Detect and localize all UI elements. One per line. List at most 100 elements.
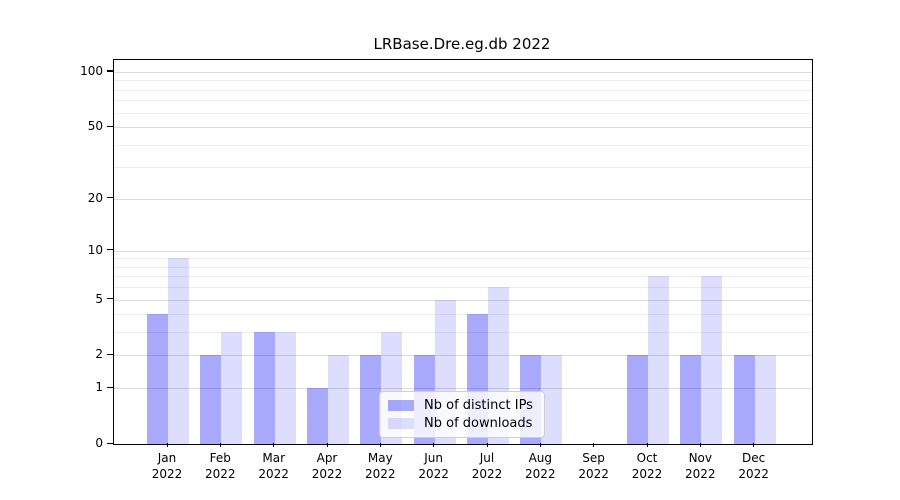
x-tick-month: Jul bbox=[479, 451, 495, 465]
y-tick-mark bbox=[107, 197, 113, 199]
y-tick-label: 50 bbox=[87, 119, 103, 133]
x-tick-mark bbox=[166, 443, 168, 447]
y-tick-mark bbox=[107, 249, 113, 251]
y-tick-mark bbox=[107, 386, 113, 388]
bar-downloads bbox=[328, 355, 349, 444]
y-tick-label: 5 bbox=[95, 291, 103, 306]
minor-gridline bbox=[114, 332, 812, 334]
legend-swatch-distinct-ips bbox=[388, 400, 414, 411]
x-tick-label: Aug 2022 bbox=[508, 451, 572, 482]
minor-gridline bbox=[114, 314, 812, 316]
x-tick-mark bbox=[539, 443, 541, 447]
x-tick-month: Nov bbox=[688, 451, 712, 465]
bar-downloads bbox=[541, 355, 563, 444]
x-tick-month: Jun bbox=[424, 451, 443, 465]
x-tick-month: Aug bbox=[528, 451, 553, 465]
minor-gridline bbox=[114, 276, 812, 278]
y-tick-mark bbox=[107, 125, 113, 127]
x-tick-mark bbox=[326, 443, 328, 447]
bar-downloads bbox=[701, 276, 723, 444]
x-tick-year: 2022 bbox=[685, 466, 716, 481]
y-tick-label: 20 bbox=[87, 190, 103, 205]
x-tick-month: Oct bbox=[636, 451, 658, 465]
x-tick-label: Apr 2022 bbox=[295, 451, 359, 482]
y-tick-label: 1 bbox=[95, 380, 103, 395]
bar-distinct-ips bbox=[253, 332, 275, 444]
x-tick-label: Sep 2022 bbox=[562, 451, 626, 482]
x-tick-year: 2022 bbox=[578, 466, 609, 481]
x-tick-month: Feb bbox=[209, 451, 231, 465]
x-tick-mark bbox=[273, 443, 275, 447]
x-tick-mark bbox=[646, 443, 648, 447]
legend-item-downloads: Nb of downloads bbox=[388, 416, 536, 431]
bar-distinct-ips bbox=[147, 314, 168, 444]
x-tick-label: May 2022 bbox=[348, 451, 412, 482]
x-tick-year: 2022 bbox=[365, 466, 396, 481]
y-tick-label: 100 bbox=[80, 63, 103, 78]
x-tick-mark bbox=[593, 443, 595, 447]
x-tick-mark bbox=[219, 443, 221, 447]
x-tick-mark bbox=[486, 443, 488, 447]
major-gridline bbox=[114, 71, 812, 73]
x-tick-label: Jan 2022 bbox=[135, 451, 199, 482]
minor-gridline bbox=[114, 266, 812, 268]
major-gridline bbox=[114, 250, 812, 252]
legend-label-downloads: Nb of downloads bbox=[424, 416, 533, 431]
x-tick-month: May bbox=[367, 451, 393, 465]
x-tick-year: 2022 bbox=[311, 466, 343, 481]
x-tick-month: Mar bbox=[262, 451, 285, 465]
legend-item-distinct-ips: Nb of distinct IPs bbox=[388, 398, 536, 413]
major-gridline bbox=[114, 388, 812, 390]
x-tick-label: Jun 2022 bbox=[402, 451, 466, 482]
x-tick-label: Oct 2022 bbox=[615, 451, 679, 482]
y-tick-label: 0 bbox=[95, 436, 103, 450]
bar-distinct-ips bbox=[360, 355, 382, 444]
minor-gridline bbox=[114, 144, 812, 146]
legend: Nb of distinct IPs Nb of downloads bbox=[379, 391, 545, 438]
x-tick-month: Apr bbox=[316, 451, 338, 465]
y-tick-mark bbox=[107, 353, 113, 356]
x-tick-year: 2022 bbox=[525, 466, 556, 481]
x-tick-mark bbox=[753, 443, 755, 447]
bar-distinct-ips bbox=[200, 355, 222, 444]
x-tick-mark bbox=[433, 443, 435, 447]
minor-gridline bbox=[114, 167, 812, 169]
plot-area bbox=[113, 59, 813, 445]
x-tick-month: Dec bbox=[741, 451, 766, 465]
x-tick-label: Feb 2022 bbox=[188, 451, 252, 482]
y-tick-label: 2 bbox=[95, 347, 103, 362]
bar-downloads bbox=[168, 258, 189, 444]
bar-distinct-ips bbox=[733, 355, 755, 444]
minor-gridline bbox=[114, 112, 812, 114]
minor-gridline bbox=[114, 258, 812, 260]
x-tick-label: Jul 2022 bbox=[455, 451, 519, 482]
y-tick-mark bbox=[107, 298, 113, 300]
major-gridline bbox=[114, 299, 812, 301]
y-tick-label: 10 bbox=[87, 242, 103, 257]
minor-gridline bbox=[114, 100, 812, 102]
legend-label-distinct-ips: Nb of distinct IPs bbox=[424, 398, 533, 413]
x-tick-label: Nov 2022 bbox=[668, 451, 732, 482]
bar-distinct-ips bbox=[627, 355, 648, 444]
major-gridline bbox=[114, 198, 812, 200]
chart-title: LRBase.Dre.eg.db 2022 bbox=[373, 35, 551, 53]
minor-gridline bbox=[114, 287, 812, 289]
legend-swatch-downloads bbox=[388, 418, 414, 429]
x-tick-month: Sep bbox=[582, 451, 605, 465]
bar-downloads bbox=[648, 276, 669, 444]
x-tick-year: 2022 bbox=[471, 466, 503, 481]
bar-distinct-ips bbox=[307, 388, 328, 444]
x-tick-mark bbox=[379, 443, 381, 447]
x-tick-month: Jan bbox=[157, 451, 177, 465]
x-tick-year: 2022 bbox=[151, 466, 183, 481]
x-tick-label: Mar 2022 bbox=[242, 451, 306, 482]
x-tick-year: 2022 bbox=[738, 466, 769, 481]
x-tick-year: 2022 bbox=[205, 466, 236, 481]
bar-downloads bbox=[221, 332, 243, 444]
minor-gridline bbox=[114, 80, 812, 82]
bar-distinct-ips bbox=[680, 355, 702, 444]
minor-gridline bbox=[114, 89, 812, 91]
y-tick-mark bbox=[107, 442, 113, 444]
x-tick-year: 2022 bbox=[258, 466, 289, 481]
